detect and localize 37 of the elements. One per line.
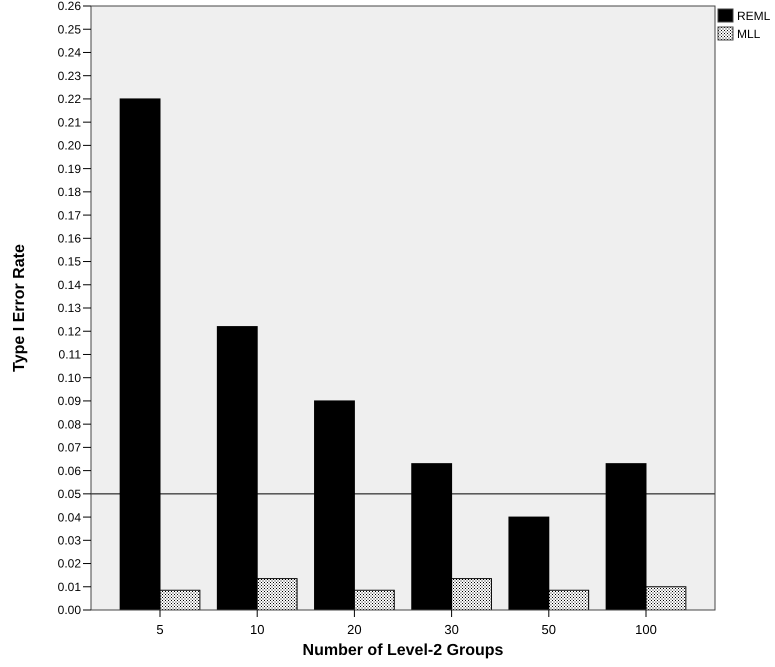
y-tick-label: 0.01 [58,580,82,594]
y-tick-label: 0.21 [58,115,82,130]
y-tick-label: 0.03 [58,534,82,548]
legend-label: MLL [737,27,761,42]
x-axis-title: Number of Level-2 Groups [302,642,504,659]
x-tick-label: 5 [156,622,164,637]
y-tick-label: 0.18 [58,185,82,200]
y-tick-label: 0.07 [58,440,82,455]
y-tick-label: 0.00 [58,603,82,618]
y-tick-label: 0.14 [58,278,82,292]
y-tick-label: 0.25 [58,22,82,36]
x-tick-label: 10 [250,622,264,637]
y-axis-title: Type I Error Rate [11,244,28,372]
x-tick-label: 50 [542,622,556,637]
y-tick-label: 0.13 [58,301,82,316]
x-tick-label: 100 [635,622,657,637]
y-tick-label: 0.04 [58,510,82,524]
y-tick-label: 0.15 [58,254,82,269]
x-tick-label: 30 [444,622,459,637]
y-tick-label: 0.02 [58,556,82,571]
y-tick-label: 0.09 [58,394,82,408]
y-tick-label: 0.11 [58,348,82,362]
y-tick-label: 0.23 [58,68,82,83]
y-tick-label: 0.08 [58,417,82,432]
legend-label: REML [737,9,771,24]
y-tick-label: 0.10 [58,370,82,385]
y-tick-label: 0.22 [58,92,82,106]
y-tick-label: 0.12 [58,324,82,338]
y-tick-label: 0.26 [58,0,82,14]
y-tick-label: 0.19 [58,162,82,176]
y-tick-label: 0.16 [58,232,82,246]
x-tick-label: 20 [347,622,362,637]
y-tick-label: 0.20 [58,138,82,153]
y-tick-label: 0.24 [58,46,82,60]
y-tick-label: 0.06 [58,464,82,478]
y-tick-label: 0.05 [58,487,82,502]
y-tick-label: 0.17 [58,208,82,222]
